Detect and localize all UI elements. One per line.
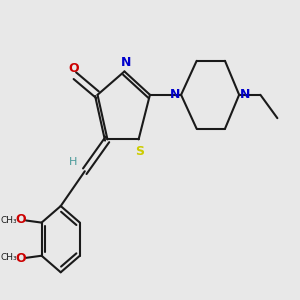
- Text: CH₃: CH₃: [0, 216, 17, 225]
- Text: N: N: [240, 88, 250, 101]
- Text: N: N: [121, 56, 131, 69]
- Text: O: O: [68, 61, 79, 75]
- Text: CH₃: CH₃: [0, 253, 17, 262]
- Text: S: S: [136, 145, 145, 158]
- Text: O: O: [16, 213, 26, 226]
- Text: O: O: [16, 252, 26, 265]
- Text: N: N: [170, 88, 180, 101]
- Text: H: H: [69, 157, 78, 167]
